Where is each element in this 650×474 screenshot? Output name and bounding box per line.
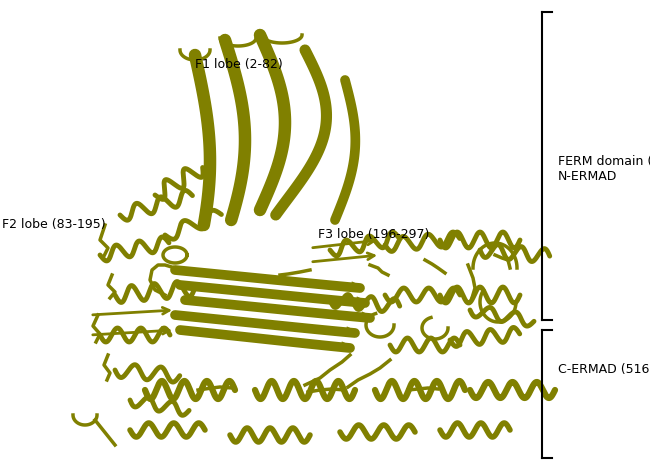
Text: F1 lobe (2-82): F1 lobe (2-82) xyxy=(195,58,283,71)
Text: FERM domain (1-296)
N-ERMAD: FERM domain (1-296) N-ERMAD xyxy=(558,155,650,183)
Text: C-ERMAD (516-586): C-ERMAD (516-586) xyxy=(558,363,650,376)
Text: F3 lobe (196-297): F3 lobe (196-297) xyxy=(318,228,430,241)
Text: F2 lobe (83-195): F2 lobe (83-195) xyxy=(2,218,105,231)
